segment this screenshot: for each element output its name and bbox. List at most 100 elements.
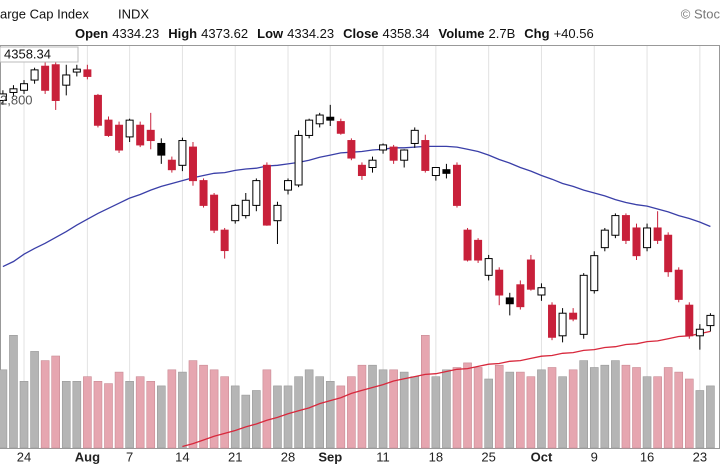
candle-body xyxy=(379,144,388,151)
volume-bar xyxy=(209,369,219,449)
last-price-box xyxy=(0,46,79,63)
candle-body xyxy=(357,164,366,177)
candle-body xyxy=(463,229,472,261)
volume-bar xyxy=(420,334,430,449)
volume-bar xyxy=(135,376,145,449)
volume-bar xyxy=(315,376,325,449)
candle-body xyxy=(632,227,641,257)
symbol: INDX xyxy=(118,6,149,21)
header-label: Chg xyxy=(524,26,549,41)
candle-body xyxy=(199,180,208,206)
volume-bar xyxy=(262,369,272,449)
x-tick-label: 16 xyxy=(640,449,654,464)
volume-bar xyxy=(283,385,293,449)
volume-bar xyxy=(579,360,589,449)
volume-bar xyxy=(516,371,525,449)
volume-bar xyxy=(526,376,536,449)
volume-bars xyxy=(0,334,715,449)
volume-bar xyxy=(61,380,71,449)
volume-bar xyxy=(347,376,356,449)
candle-body xyxy=(579,274,588,335)
candle-body xyxy=(706,314,715,327)
volume-bar xyxy=(452,367,462,449)
candle-body xyxy=(484,258,493,276)
volume-bar xyxy=(632,367,641,449)
candle-body xyxy=(167,159,176,171)
x-tick-label: Aug xyxy=(75,449,100,464)
volume-bar xyxy=(357,364,367,449)
candle-body xyxy=(452,164,461,206)
candle-body xyxy=(347,140,356,159)
header-value: 2.7B xyxy=(489,26,516,41)
candle-body xyxy=(326,116,335,121)
candle-body xyxy=(262,164,271,226)
candle-body xyxy=(674,269,683,300)
candle-body xyxy=(400,149,409,161)
candle-body xyxy=(495,269,504,296)
x-tick-label: 28 xyxy=(281,449,295,464)
x-axis-labels: 24 Aug 7 14 21 28 Sep 11 18 25 Oct 9 16 23 xyxy=(17,449,707,464)
header-value: 4373.62 xyxy=(201,26,248,41)
volume-bar xyxy=(336,385,346,449)
volume-bar xyxy=(252,390,261,449)
volume-bar xyxy=(706,385,715,449)
candle-body xyxy=(157,142,166,156)
chart-title: arge Cap Index xyxy=(0,6,89,21)
header-value: 4334.23 xyxy=(287,26,334,41)
volume-bar xyxy=(72,380,82,449)
volume-bar xyxy=(558,376,567,449)
candles xyxy=(0,60,715,350)
volume-bar xyxy=(241,394,251,449)
candle-body xyxy=(273,204,282,222)
volume-bar xyxy=(568,369,578,449)
volume-bar xyxy=(431,376,441,449)
x-tick-label: Oct xyxy=(531,449,553,464)
candle-body xyxy=(305,119,314,136)
copyright: © Stoc xyxy=(681,6,720,21)
volume-bar xyxy=(463,362,472,449)
volume-bar xyxy=(642,376,652,449)
volume-bar xyxy=(199,364,208,449)
volume-bar xyxy=(368,364,377,449)
volume-bar xyxy=(40,360,50,449)
volume-bar xyxy=(410,376,420,449)
candle-body xyxy=(410,129,419,144)
x-tick-label: 14 xyxy=(175,449,189,464)
candle-body xyxy=(600,229,609,249)
candle-body xyxy=(294,134,303,186)
volume-bar xyxy=(442,369,451,449)
header-label: Low xyxy=(257,26,284,41)
x-tick-label: 25 xyxy=(481,449,495,464)
candle-body xyxy=(136,124,145,146)
volume-bar xyxy=(378,369,388,449)
x-tick-label: 9 xyxy=(591,449,598,464)
candle-body xyxy=(643,227,652,249)
candle-body xyxy=(315,114,324,125)
volume-bar xyxy=(188,360,198,449)
candle-body xyxy=(93,94,102,126)
volume-bar xyxy=(83,376,92,449)
candle-body xyxy=(104,119,113,136)
candle-body xyxy=(621,215,630,241)
volume-bar xyxy=(93,380,103,449)
volume-bar xyxy=(230,385,240,449)
volume-bar xyxy=(389,369,398,449)
header-label: Volume xyxy=(439,26,485,41)
candle-body xyxy=(442,169,451,174)
candle-body xyxy=(30,69,39,81)
volume-bar xyxy=(600,364,610,449)
volume-bar xyxy=(294,376,303,449)
candle-body xyxy=(611,215,620,236)
moving-averages xyxy=(2,145,711,448)
volume-bar xyxy=(325,380,335,449)
candle-body xyxy=(389,146,398,161)
candle-body xyxy=(125,119,134,138)
x-tick-label: 7 xyxy=(126,449,133,464)
volume-bar xyxy=(663,367,673,449)
candle-body xyxy=(431,167,440,177)
candle-body xyxy=(72,68,81,73)
volume-bar xyxy=(611,360,620,449)
candle-body xyxy=(252,180,261,206)
x-tick-label: 23 xyxy=(693,449,707,464)
